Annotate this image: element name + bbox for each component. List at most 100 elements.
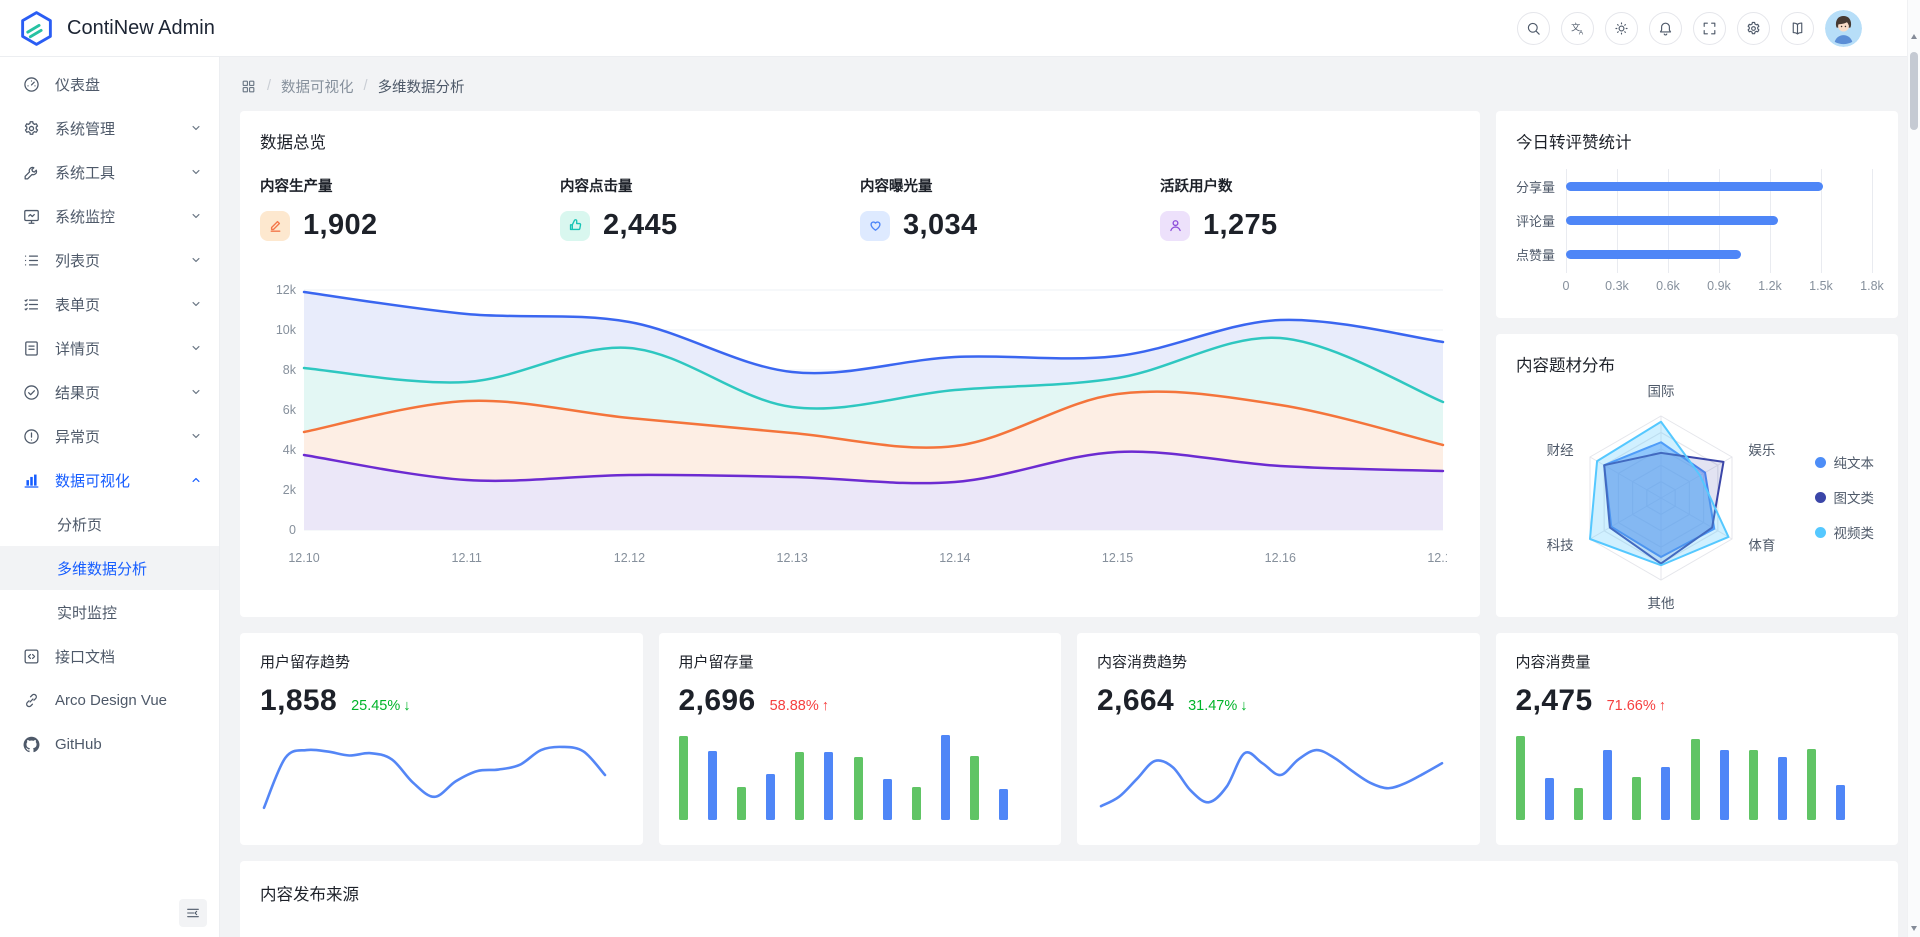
scrollbar-down-arrow[interactable] <box>1911 926 1917 931</box>
sidebar-item-exception-pages[interactable]: 异常页 <box>0 414 219 458</box>
hbar-bar[interactable] <box>1566 249 1742 259</box>
sidebar-item-label: 仪表盘 <box>55 76 101 94</box>
radar-legend-item[interactable]: 图文类 <box>1814 487 1875 507</box>
trend-card-delta: 25.45% ↓ <box>351 698 411 714</box>
sidebar-item-label: 表单页 <box>55 296 101 314</box>
breadcrumb: / 数据可视化 / 多维数据分析 <box>240 69 1898 103</box>
user-icon <box>1167 217 1184 234</box>
sidebar-item-github[interactable]: GitHub <box>0 722 219 766</box>
chevron-up-icon <box>189 473 203 487</box>
hbar-category-label: 点赞量 <box>1516 247 1556 263</box>
radar-legend-item[interactable]: 视频类 <box>1814 522 1874 542</box>
topic-radar-chart[interactable]: 国际 娱乐 体育 其他 科技 财经 <box>1516 376 1878 610</box>
sidebar-item-form-pages[interactable]: 表单页 <box>0 282 219 326</box>
hbar-bar[interactable] <box>1566 215 1778 225</box>
trend-card-value: 2,475 <box>1515 684 1593 717</box>
notifications-button[interactable] <box>1649 11 1682 45</box>
theme-button[interactable] <box>1605 11 1638 45</box>
sidebar-item-dashboard[interactable]: 仪表盘 <box>0 62 219 106</box>
trend-card-sparkline[interactable] <box>1515 728 1879 824</box>
svg-text:国际: 国际 <box>1648 384 1675 399</box>
trend-card-title: 用户留存趋势 <box>260 654 351 671</box>
sidebar-item-detail-pages[interactable]: 详情页 <box>0 326 219 370</box>
notifications-icon <box>1659 22 1672 35</box>
sidebar-item-system-tools[interactable]: 系统工具 <box>0 150 219 194</box>
legend-label: 图文类 <box>1833 491 1875 506</box>
sidebar-item-arco-design-vue[interactable]: Arco Design Vue <box>0 678 219 722</box>
sidebar-subitem-analysis[interactable]: 分析页 <box>0 502 219 546</box>
svg-text:体育: 体育 <box>1748 538 1775 553</box>
trend-card-value-row: 1,858 25.45% ↓ <box>260 684 623 718</box>
stat-value-row: 2,445 <box>560 209 860 242</box>
trend-card-1: 用户留存量 2,696 58.88% ↑ <box>658 633 1061 845</box>
avatar[interactable] <box>1825 9 1862 47</box>
main-content: / 数据可视化 / 多维数据分析 数据总览 内容生产量 1,902 内容点击量 2,4… <box>220 57 1920 937</box>
sidebar-item-label: 系统管理 <box>55 120 116 138</box>
trend-card-value-row: 2,696 58.88% ↑ <box>679 684 1042 718</box>
settings-button[interactable] <box>1737 11 1770 45</box>
svg-text:6k: 6k <box>283 403 297 417</box>
radar-legend-item[interactable]: 纯文本 <box>1814 452 1874 472</box>
sidebar-item-label: 异常页 <box>55 428 101 446</box>
theme-icon <box>1613 20 1630 37</box>
spark-bar <box>1690 739 1700 820</box>
radar-legend: 纯文本图文类视频类 <box>1814 452 1875 542</box>
spark-bar <box>911 786 921 820</box>
sidebar-item-label: 详情页 <box>55 340 101 358</box>
sidebar-item-result-pages[interactable]: 结果页 <box>0 370 219 414</box>
stat-chip <box>1160 210 1190 241</box>
brand[interactable]: ContiNew Admin <box>18 10 215 47</box>
spark-bars <box>678 728 1009 820</box>
thumb-up-icon <box>569 219 581 231</box>
scrollbar[interactable] <box>1907 0 1920 937</box>
sidebar-item-api-docs[interactable]: 接口文档 <box>0 634 219 678</box>
sidebar-subitem-realtime-monitor[interactable]: 实时监控 <box>0 590 219 634</box>
menu-fold-icon <box>187 908 199 918</box>
link-icon <box>22 691 41 710</box>
chevron-down-icon <box>192 125 200 131</box>
overview-area-chart[interactable]: 12k 10k 8k 6k 4k 2k 0 12.10 12.11 12.12 12.13 12.14… <box>260 276 1460 576</box>
sidebar-collapse-button[interactable] <box>179 899 207 927</box>
sidebar-subitem-multi-dimension[interactable]: 多维数据分析 <box>0 546 219 590</box>
search-button[interactable] <box>1517 11 1550 45</box>
sparkline-svg <box>262 745 607 810</box>
sidebar-item-system-management[interactable]: 系统管理 <box>0 106 219 150</box>
hbar-bar[interactable] <box>1566 181 1823 191</box>
trend-card-sparkline[interactable] <box>678 728 1042 824</box>
apps-icon[interactable] <box>240 78 257 95</box>
api-icon <box>24 649 39 663</box>
scrollbar-thumb[interactable] <box>1910 52 1918 130</box>
fullscreen-button[interactable] <box>1693 11 1726 45</box>
sidebar-menu: 仪表盘系统管理系统工具系统监控列表页表单页详情页结果页异常页数据可视化 分析页 多维… <box>0 62 219 766</box>
detail-icon <box>25 340 38 356</box>
heart-icon <box>869 221 881 231</box>
chevron-down-icon <box>192 257 200 263</box>
sidebar-item-label: 系统工具 <box>55 164 116 182</box>
sidebar-item-system-monitor[interactable]: 系统监控 <box>0 194 219 238</box>
trend-card-title: 内容消费趋势 <box>1097 654 1188 671</box>
sidebar-item-label: 列表页 <box>55 252 101 270</box>
hbar-row-0: 分享量 <box>1516 169 1878 203</box>
sidebar-item-list-pages[interactable]: 列表页 <box>0 238 219 282</box>
docs-button[interactable] <box>1781 11 1814 45</box>
spark-bar <box>853 756 863 820</box>
trend-card-delta: 58.88% ↑ <box>769 698 830 714</box>
sidebar-item-data-visualization[interactable]: 数据可视化 <box>0 458 219 502</box>
thumb-up-icon <box>567 217 584 234</box>
trend-card-value: 2,696 <box>678 684 756 717</box>
overview-title: 数据总览 <box>260 134 326 152</box>
sidebar-item-label: 接口文档 <box>55 648 116 666</box>
fullscreen-icon <box>1703 22 1716 34</box>
trend-card-sparkline[interactable] <box>260 728 623 824</box>
hbar-plot: 分享量 评论量 点赞量 <box>1516 169 1878 273</box>
docs-icon <box>1789 20 1806 37</box>
trend-card-sparkline[interactable] <box>1097 728 1460 824</box>
daily-share-bar-chart[interactable]: 分享量 评论量 点赞量 0 0.3k 0.6k 0.9k 1.2k 1.5k 1.8k <box>1516 169 1884 297</box>
stat-label: 内容生产量 <box>260 179 333 195</box>
scrollbar-up-arrow[interactable] <box>1911 34 1917 39</box>
svg-text:12.17: 12.17 <box>1427 551 1447 565</box>
breadcrumb-item-data-visualization[interactable]: 数据可视化 <box>281 79 354 96</box>
